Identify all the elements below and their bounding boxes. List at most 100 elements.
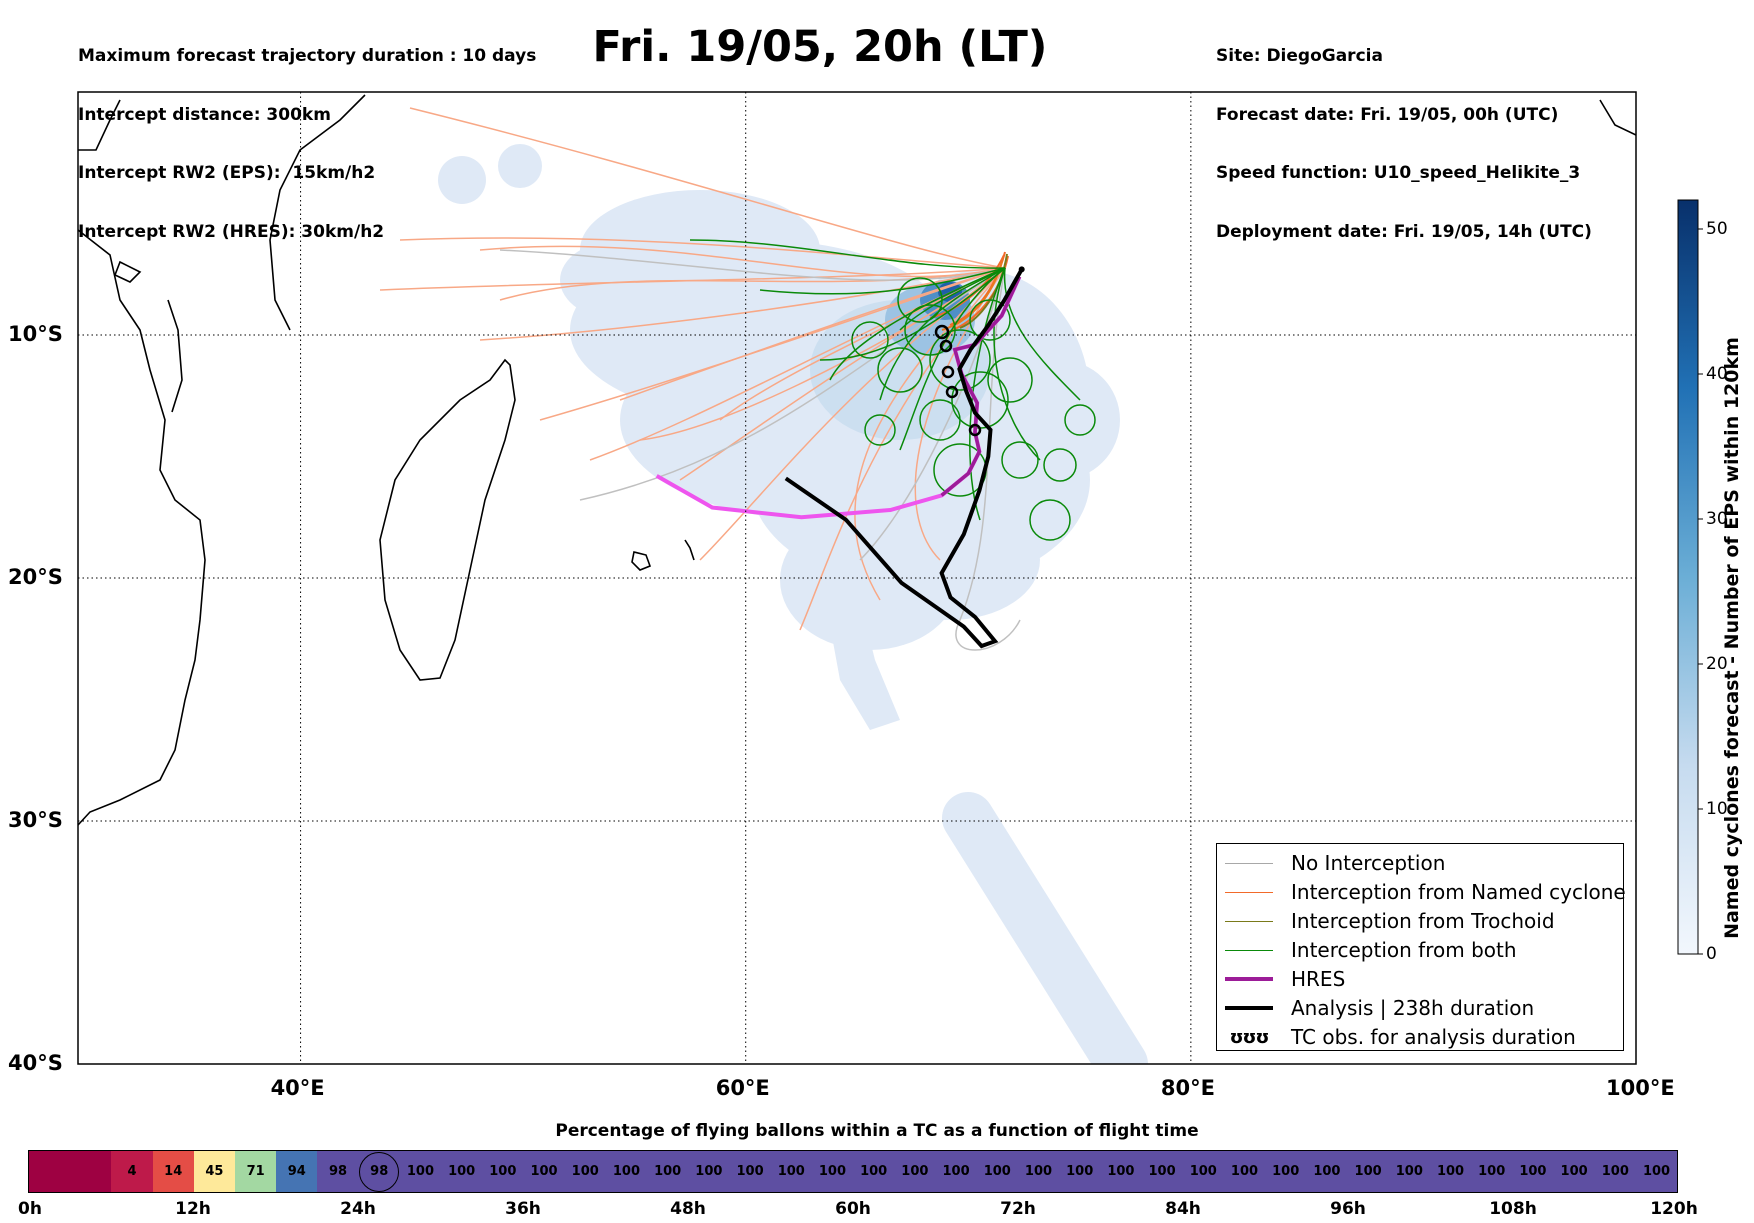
percentage-cell: 100 <box>1100 1151 1142 1192</box>
legend-label: TC obs. for analysis duration <box>1291 1025 1576 1049</box>
time-tick-label: 108h <box>1489 1199 1537 1219</box>
percentage-cell: 100 <box>1553 1151 1595 1192</box>
map-frame <box>77 91 1637 1065</box>
lon-tick-label: 60°E <box>715 1076 770 1100</box>
percentage-cell: 100 <box>441 1151 483 1192</box>
percentage-cell: 100 <box>647 1151 689 1192</box>
percentage-cell <box>29 1151 71 1192</box>
tc-obs-markers <box>934 324 982 437</box>
percentage-cell: 100 <box>1594 1151 1636 1192</box>
percentage-bar: 4 14 45 71 94 98 98 100 100 100 100 100 100 100 100 100… <box>28 1150 1678 1193</box>
lon-tick-label: 100°E <box>1606 1076 1675 1100</box>
legend-item-both: Interception from both <box>1225 937 1517 963</box>
percentage-cell: 100 <box>688 1151 730 1192</box>
percentage-cell: 100 <box>399 1151 442 1192</box>
header-right-line: Deployment date: Fri. 19/05, 14h (UTC) <box>1216 221 1592 242</box>
lat-tick-label: 40°S <box>8 1051 63 1075</box>
percentage-cell: 100 <box>1059 1151 1101 1192</box>
legend-label: Interception from both <box>1291 938 1517 962</box>
header-right-line: Site: DiegoGarcia <box>1216 46 1383 66</box>
percentage-cell: 100 <box>894 1151 936 1192</box>
percentage-cell: 100 <box>1223 1151 1266 1192</box>
percentage-cell: 71 <box>235 1151 277 1192</box>
percentage-cell: 100 <box>853 1151 895 1192</box>
percentage-cell: 100 <box>1017 1151 1060 1192</box>
header-right-line: Speed function: U10_speed_Helikite_3 <box>1216 163 1581 183</box>
colorbar <box>1677 199 1699 955</box>
legend-label: No Interception <box>1291 851 1446 875</box>
legend-item-no-interception: No Interception <box>1225 850 1445 876</box>
percentage-cell: 100 <box>523 1151 565 1192</box>
header-left-line: Maximum forecast trajectory duration : 1… <box>78 46 537 66</box>
header-left: Maximum forecast trajectory duration : 1… <box>78 8 536 262</box>
tc-obs-icon: ʊʊʊ <box>1229 1026 1270 1048</box>
legend-item-trochoid: Interception from Trochoid <box>1225 908 1555 934</box>
legend-swatch <box>1225 920 1273 922</box>
percentage-cell: 100 <box>1471 1151 1513 1192</box>
analysis-track <box>784 268 1024 649</box>
percentage-cell: 100 <box>811 1151 854 1192</box>
percentage-cell: 100 <box>482 1151 524 1192</box>
time-tick-label: 120h <box>1650 1199 1698 1219</box>
hres-track-core <box>940 275 1022 497</box>
lat-tick-label: 30°S <box>8 808 63 832</box>
header-left-line: Intercept RW2 (HRES): 30km/h2 <box>78 221 385 242</box>
legend-item-analysis: Analysis | 238h duration <box>1225 995 1534 1021</box>
percentage-cell: 14 <box>152 1151 194 1192</box>
legend-label: HRES <box>1291 967 1346 991</box>
colorbar-tick-label: 0 <box>1706 944 1717 964</box>
map-legend: No Interception Interception from Named … <box>1216 843 1626 1051</box>
coastlines <box>78 94 1636 826</box>
time-tick-label: 60h <box>835 1199 871 1219</box>
legend-swatch <box>1225 949 1273 951</box>
percentage-cell: 4 <box>111 1151 153 1192</box>
legend-item-named-cyclone: Interception from Named cyclone <box>1225 879 1626 905</box>
gridlines <box>78 92 1636 1064</box>
header-right: Site: DiegoGarcia Forecast date: Fri. 19… <box>1216 8 1592 262</box>
time-tick-label: 24h <box>340 1199 376 1219</box>
percentage-cell: 100 <box>605 1151 648 1192</box>
percentage-cell <box>70 1151 112 1192</box>
legend-label: Interception from Named cyclone <box>1291 880 1626 904</box>
time-tick-label: 96h <box>1330 1199 1366 1219</box>
percentage-cell: 98 <box>317 1151 359 1192</box>
percentage-cell: 100 <box>1429 1151 1472 1192</box>
header-right-line: Forecast date: Fri. 19/05, 00h (UTC) <box>1216 104 1559 125</box>
percentage-cell: 100 <box>770 1151 812 1192</box>
colorbar-tick-label: 20 <box>1706 654 1728 674</box>
eps-density-south <box>942 792 1148 1064</box>
legend-item-tc-obs: ʊʊʊ TC obs. for analysis duration <box>1225 1024 1576 1050</box>
percentage-cell: 45 <box>193 1151 236 1192</box>
time-tick-label: 12h <box>175 1199 211 1219</box>
header-left-line: Intercept RW2 (EPS): 15km/h2 <box>78 163 376 183</box>
legend-label: Interception from Trochoid <box>1291 909 1555 933</box>
percentage-cell: 100 <box>1265 1151 1307 1192</box>
header-left-line: Intercept distance: 300km <box>78 104 331 125</box>
percentage-cell: 100 <box>729 1151 771 1192</box>
time-tick-label: 72h <box>1000 1199 1036 1219</box>
percentage-cell: 100 <box>1388 1151 1430 1192</box>
colorbar-ticks <box>1698 228 1703 955</box>
lon-tick-label: 40°E <box>270 1076 325 1100</box>
percentage-cell: 94 <box>276 1151 318 1192</box>
percentage-bar-title: Percentage of flying ballons within a TC… <box>555 1121 1199 1141</box>
colorbar-tick-label: 40 <box>1706 364 1728 384</box>
colorbar-label: Named cyclones forecast - Number of EPS … <box>1721 337 1743 939</box>
legend-label: Analysis | 238h duration <box>1291 996 1535 1020</box>
percentage-cell: 100 <box>1635 1151 1678 1192</box>
time-tick-label: 84h <box>1165 1199 1201 1219</box>
percentage-cell: 100 <box>564 1151 606 1192</box>
colorbar-tick-label: 30 <box>1706 509 1728 529</box>
percentage-cell: 98 <box>358 1151 400 1192</box>
lat-tick-label: 10°S <box>8 322 63 346</box>
percentage-cell: 100 <box>1512 1151 1554 1192</box>
percentage-cell: 100 <box>976 1151 1018 1192</box>
legend-swatch <box>1225 891 1273 893</box>
percentage-cell: 100 <box>1347 1151 1389 1192</box>
time-tick-label: 48h <box>670 1199 706 1219</box>
percentage-cell: 100 <box>1182 1151 1224 1192</box>
colorbar-tick-label: 10 <box>1706 799 1728 819</box>
eps-density <box>438 144 1120 730</box>
time-tick-label: 36h <box>505 1199 541 1219</box>
percentage-cell: 100 <box>935 1151 977 1192</box>
